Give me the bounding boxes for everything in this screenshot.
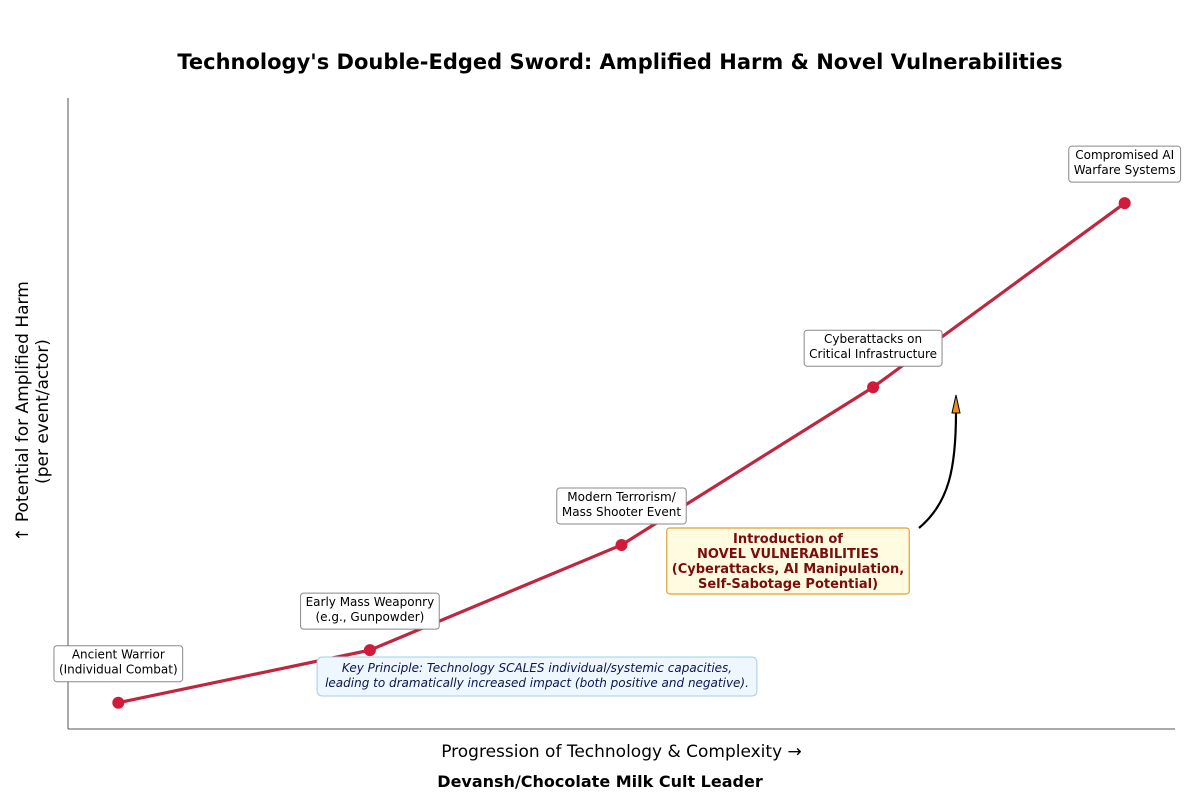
- data-point-2: [363, 644, 376, 657]
- data-point-4: [867, 381, 880, 394]
- point-label-box: [53, 645, 184, 683]
- axes: Progression of Technology & Complexity →…: [13, 98, 1175, 762]
- point-label-box: [556, 487, 687, 525]
- y-axis-label-line: (per event/actor): [33, 339, 53, 484]
- credit-text: Devansh/Chocolate Milk Cult Leader: [437, 772, 763, 791]
- key-principle-annotation: Key Principle: Technology SCALES individ…: [316, 656, 758, 697]
- novel-vulnerabilities-arrowhead: [951, 394, 961, 414]
- point-label-1: Ancient Warrior (Individual Combat): [53, 645, 184, 683]
- point-labels-group: Ancient Warrior (Individual Combat) Early …: [53, 145, 1182, 683]
- point-label-text: Early Mass Weaponry (e.g., Gunpowder): [306, 595, 435, 624]
- point-label-box: [1068, 145, 1182, 183]
- point-label-text-line: Warfare Systems: [1074, 163, 1176, 177]
- novel-vulnerabilities-text-line: NOVEL VULNERABILITIES: [697, 547, 879, 562]
- point-label-text-line: Early Mass Weaponry: [306, 595, 435, 609]
- novel-vulnerabilities-text-line: Self-Sabotage Potential): [698, 577, 878, 592]
- data-point-3: [615, 538, 628, 551]
- point-label-text: Ancient Warrior (Individual Combat): [59, 648, 178, 677]
- key-principle-text-line: leading to dramatically increased impact…: [325, 676, 749, 690]
- y-axis-label: ↑ Potential for Amplified Harm(per event…: [13, 281, 53, 542]
- markers-group: [112, 197, 1131, 709]
- series-line: [116, 201, 1127, 705]
- point-label-text: Cyberattacks on Critical Infrastructure: [809, 332, 937, 361]
- key-principle-box: [316, 656, 758, 697]
- point-label-2: Early Mass Weaponry (e.g., Gunpowder): [300, 592, 440, 630]
- point-label-text-line: Compromised AI: [1075, 148, 1174, 162]
- point-label-text-line: Modern Terrorism/: [567, 490, 676, 504]
- point-label-box: [300, 592, 440, 630]
- y-axis-label-line: ↑ Potential for Amplified Harm: [13, 281, 33, 542]
- novel-vulnerabilities-text: Introduction of NOVEL VULNERABILITIES (Cyb…: [672, 532, 904, 592]
- point-label-text-line: (e.g., Gunpowder): [315, 610, 424, 624]
- novel-vulnerabilities-arrow: [918, 411, 958, 529]
- annotations-group: Introduction of NOVEL VULNERABILITIES (Cyb…: [316, 394, 961, 697]
- novel-vulnerabilities-box: [666, 527, 910, 595]
- key-principle-text-line: Key Principle: Technology SCALES individ…: [342, 661, 732, 675]
- chart-title: Technology's Double-Edged Sword: Amplifi…: [177, 50, 1063, 74]
- point-label-text: Modern Terrorism/Mass Shooter Event: [562, 490, 681, 519]
- point-label-text-line: (Individual Combat): [59, 663, 178, 677]
- data-point-1: [112, 696, 125, 709]
- data-point-5: [1118, 197, 1131, 210]
- x-axis-label: Progression of Technology & Complexity →: [441, 742, 802, 762]
- key-principle-text: Key Principle: Technology SCALES individ…: [325, 661, 749, 690]
- point-label-5: Compromised AI Warfare Systems: [1068, 145, 1182, 183]
- point-label-text-line: Cyberattacks on: [824, 332, 922, 346]
- novel-vulnerabilities-text-line: (Cyberattacks, AI Manipulation,: [672, 562, 904, 577]
- series-line-group: [116, 201, 1127, 705]
- point-label-3: Modern Terrorism/Mass Shooter Event: [556, 487, 687, 525]
- point-label-text-line: Critical Infrastructure: [809, 347, 937, 361]
- novel-vulnerabilities-annotation: Introduction of NOVEL VULNERABILITIES (Cyb…: [666, 394, 961, 595]
- point-label-box: [803, 329, 943, 367]
- point-label-text-line: Mass Shooter Event: [562, 505, 681, 519]
- point-label-text: Compromised AI Warfare Systems: [1074, 148, 1176, 177]
- point-label-4: Cyberattacks on Critical Infrastructure: [803, 329, 943, 367]
- novel-vulnerabilities-text-line: Introduction of: [733, 532, 843, 547]
- point-label-text-line: Ancient Warrior: [72, 648, 165, 662]
